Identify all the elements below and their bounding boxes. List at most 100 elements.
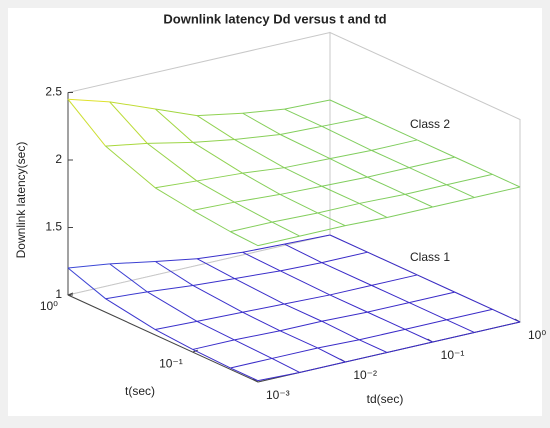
mesh-line	[105, 298, 156, 330]
mesh-line	[230, 367, 259, 382]
mesh-line	[155, 261, 194, 286]
mesh-line	[155, 108, 194, 143]
y-tick-label: 10⁻²	[353, 368, 377, 382]
mesh-line	[345, 216, 388, 227]
mesh-line	[271, 212, 318, 223]
mesh-line	[280, 270, 331, 296]
mesh-line	[234, 139, 285, 169]
mesh-line	[147, 141, 193, 144]
mesh-line	[408, 167, 447, 186]
mesh-line	[367, 302, 410, 313]
mesh-line	[299, 361, 346, 373]
mesh-line	[404, 328, 433, 343]
mesh-line	[492, 308, 521, 323]
mesh-line	[359, 193, 406, 204]
mesh-line	[386, 341, 433, 353]
mesh-line	[284, 243, 323, 264]
mesh-line	[192, 348, 231, 369]
mesh-line	[192, 285, 243, 313]
mesh-line	[234, 201, 273, 223]
mesh-line	[329, 99, 368, 118]
mesh-line	[146, 142, 198, 182]
mesh-line	[359, 328, 406, 341]
mesh-line	[196, 112, 243, 117]
mesh-line	[155, 258, 198, 262]
mesh-line	[230, 221, 273, 233]
mesh-line	[321, 125, 372, 151]
mesh-line	[367, 251, 418, 276]
mesh-line	[317, 202, 360, 214]
mesh-line	[280, 125, 322, 135]
mesh-line	[321, 320, 360, 341]
mesh-line	[67, 98, 110, 103]
x-axis-label: t(sec)	[125, 384, 155, 398]
mesh-line	[196, 251, 243, 260]
mesh-line	[242, 112, 281, 135]
mesh-line	[283, 167, 322, 187]
mesh-line	[446, 173, 493, 186]
mesh-line	[408, 156, 455, 169]
chart-title: Downlink latency Dd versus t and td	[163, 11, 386, 26]
mesh-line	[359, 339, 388, 353]
mesh-line	[321, 251, 368, 264]
mesh-line	[192, 339, 235, 350]
mesh-line	[242, 243, 285, 253]
z-tick-label: 2	[55, 152, 62, 166]
mesh-line	[155, 180, 197, 189]
mesh-line	[371, 284, 410, 304]
mesh-line	[408, 302, 447, 321]
mesh-line	[432, 196, 475, 208]
mesh-line	[192, 139, 235, 143]
mesh-line	[367, 116, 418, 141]
mesh-line	[105, 291, 148, 300]
mesh-line	[105, 142, 148, 147]
mesh-line	[192, 278, 235, 286]
mesh-line	[155, 320, 197, 331]
y-tick	[252, 378, 259, 383]
mesh-line	[109, 263, 148, 293]
mesh-line	[386, 206, 433, 218]
mesh-line	[321, 116, 368, 127]
mesh-line	[154, 187, 194, 211]
y-tick-label: 10⁰	[528, 328, 546, 342]
mesh-line	[329, 294, 368, 313]
mesh-line	[242, 167, 285, 174]
mesh-line	[359, 202, 388, 218]
mesh-line	[257, 371, 300, 382]
mesh-line	[109, 101, 148, 144]
mesh-line	[280, 262, 322, 272]
y-tick-label: 10⁻¹	[441, 348, 465, 362]
mesh-line	[345, 351, 388, 363]
mesh-line	[155, 108, 198, 117]
x-tick-label: 10⁻¹	[159, 356, 183, 370]
mesh-line	[404, 184, 447, 195]
mesh-line	[234, 330, 281, 341]
mesh-line	[67, 267, 106, 300]
mesh-line	[446, 319, 475, 333]
mesh-line	[321, 185, 360, 204]
mesh-line	[321, 176, 368, 187]
mesh-line	[284, 294, 330, 305]
mesh-line	[454, 156, 493, 175]
mesh-line	[367, 311, 406, 330]
mesh-line	[371, 139, 418, 151]
mesh-line	[109, 101, 156, 110]
x-axis-line	[67, 294, 259, 383]
mesh-line	[242, 172, 281, 195]
mesh-line	[317, 339, 360, 349]
mesh-line	[242, 108, 285, 114]
series-annotation: Class 2	[410, 117, 450, 131]
mesh-line	[196, 258, 235, 280]
mesh-line	[474, 321, 521, 333]
mesh-line	[146, 291, 198, 322]
mesh-line	[105, 145, 156, 189]
mesh-line	[109, 261, 156, 265]
x-tick	[67, 292, 74, 296]
mesh-line	[454, 291, 493, 310]
mesh-line	[230, 357, 273, 369]
mesh-line	[196, 180, 235, 203]
x-tick-label: 10⁰	[40, 299, 58, 313]
mesh-line	[154, 329, 193, 350]
mesh-line	[67, 263, 110, 269]
z-tick-label: 2.5	[45, 85, 62, 99]
